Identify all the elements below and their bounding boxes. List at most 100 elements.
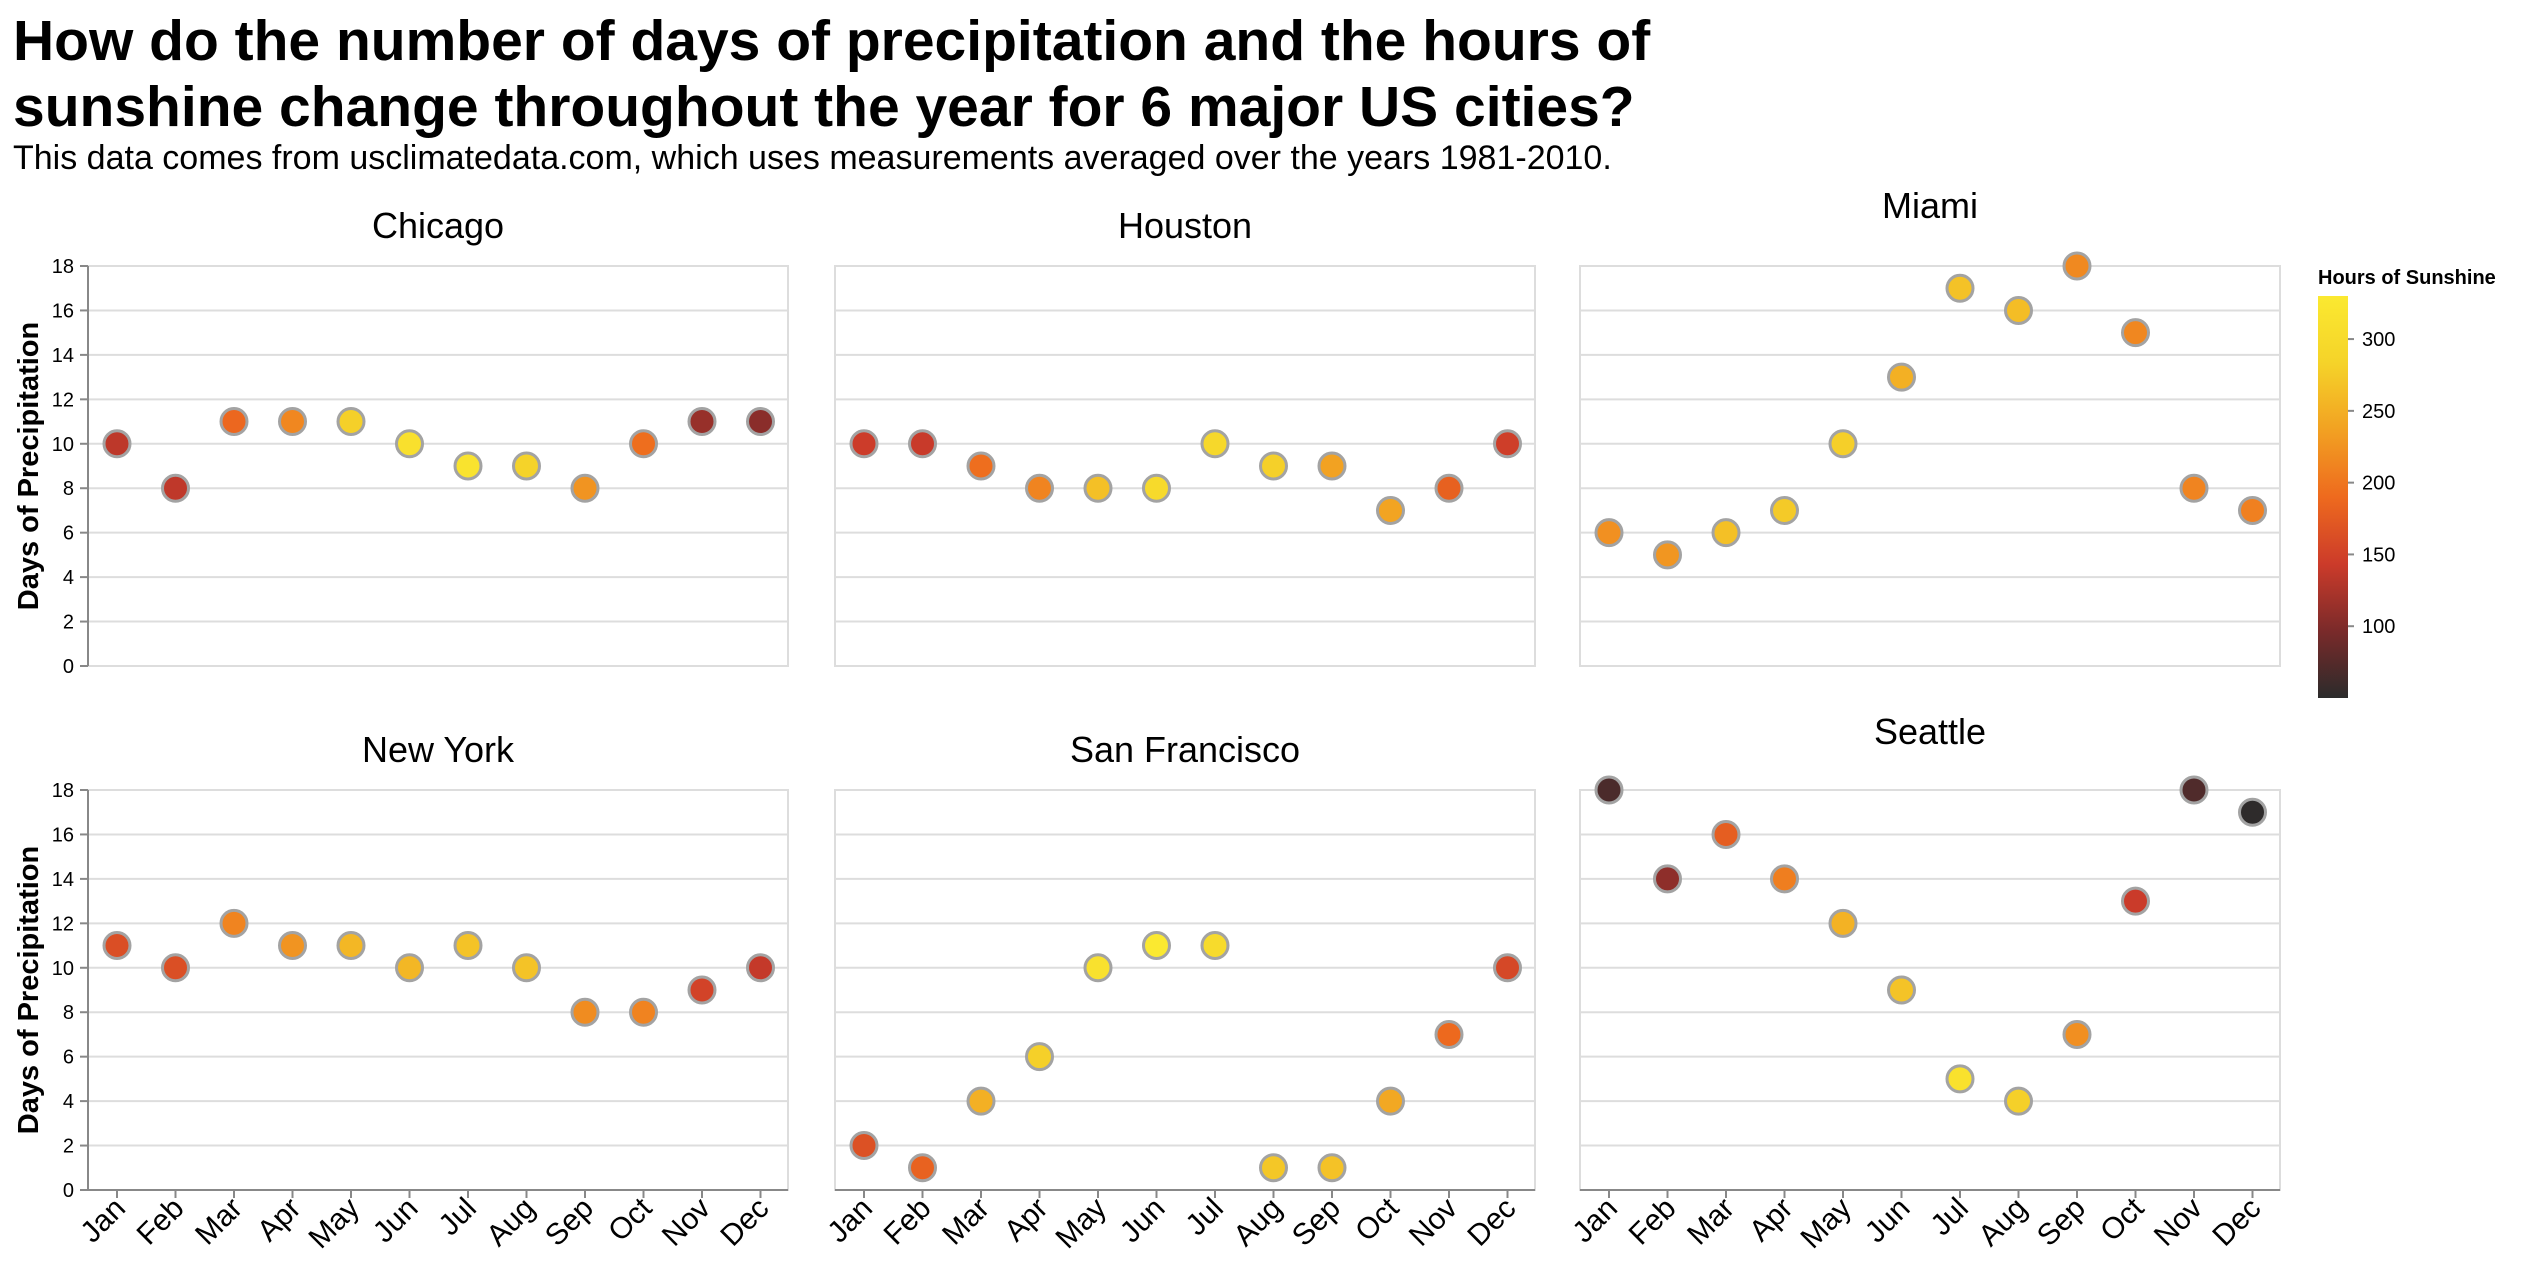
data-point: [2004, 1086, 2033, 1116]
data-point: [1083, 473, 1113, 503]
x-tick-label: Mar: [936, 1192, 996, 1252]
x-tick-label: Mar: [189, 1192, 249, 1252]
data-point: [2062, 251, 2092, 281]
y-axis-title: Days of Precipitation: [13, 846, 45, 1134]
x-tick-label: Oct: [2094, 1191, 2151, 1248]
data-point: [1493, 429, 1522, 459]
x-tick-label: Jul: [1924, 1192, 1974, 1242]
panel-title: Seattle: [1874, 711, 1986, 752]
data-point: [1594, 518, 1624, 548]
panel-frame: [1579, 789, 2281, 1191]
x-tick-label: May: [303, 1192, 366, 1255]
x-tick-label: Feb: [1623, 1192, 1683, 1252]
legend-tick-label: 200: [2362, 473, 2395, 495]
data-point: [1142, 473, 1171, 503]
data-point: [102, 429, 132, 459]
data-point: [1025, 473, 1054, 503]
y-tick-label: 4: [63, 1091, 74, 1113]
x-tick-label: Jan: [821, 1192, 879, 1250]
data-point: [629, 429, 658, 459]
chart-title: How do the number of days of precipitati…: [13, 9, 1651, 139]
panel-frame: [87, 789, 789, 1191]
data-point: [1711, 819, 1741, 849]
x-tick-label: Jan: [1566, 1192, 1624, 1250]
panel-frame: [834, 789, 1536, 1191]
x-tick-label: Apr: [998, 1192, 1054, 1248]
y-tick-label: 2: [63, 612, 74, 634]
data-point: [2179, 473, 2209, 503]
data-point: [966, 451, 996, 481]
data-point: [1259, 1153, 1288, 1183]
x-tick-label: Apr: [251, 1192, 307, 1248]
data-point: [1493, 953, 1522, 983]
x-tick-label: Nov: [2148, 1192, 2209, 1253]
data-point: [1025, 1042, 1054, 1072]
legend-gradient-bar: [2318, 296, 2348, 698]
data-point: [336, 931, 366, 961]
data-point: [395, 953, 424, 983]
data-point: [1770, 864, 1799, 894]
legend-title: Hours of Sunshine: [2318, 267, 2496, 289]
y-tick-label: 14: [52, 869, 74, 891]
x-tick-label: Apr: [1743, 1192, 1799, 1248]
y-tick-label: 16: [52, 824, 74, 846]
data-point: [161, 473, 190, 503]
color-legend: Hours of Sunshine 100 150 200 250 300: [2318, 267, 2496, 698]
x-tick-label: Nov: [1403, 1192, 1464, 1253]
data-point: [1376, 495, 1405, 525]
data-point: [908, 1153, 937, 1183]
data-point: [849, 429, 879, 459]
panel-frame: [1579, 265, 2281, 667]
data-point: [746, 407, 775, 437]
y-axis-title: Days of Precipitation: [13, 322, 45, 610]
data-point: [336, 407, 366, 437]
data-point: [278, 407, 307, 437]
x-tick-label: Jul: [1179, 1192, 1229, 1242]
panel-title: Chicago: [372, 205, 504, 246]
data-point: [2121, 318, 2150, 348]
data-point: [1376, 1086, 1405, 1116]
data-point: [1711, 518, 1741, 548]
data-point: [570, 997, 600, 1027]
data-point: [219, 908, 249, 938]
data-point: [1142, 931, 1171, 961]
data-point: [512, 451, 541, 481]
data-point: [1083, 953, 1113, 983]
x-tick-label: Jun: [367, 1192, 425, 1250]
y-tick-label: 18: [52, 256, 74, 278]
data-point: [1828, 429, 1858, 459]
legend-tick-label: 250: [2362, 401, 2395, 423]
y-tick-label: 10: [52, 434, 74, 456]
y-tick-label: 14: [52, 345, 74, 367]
data-point: [1945, 273, 1975, 303]
x-tick-label: Dec: [2206, 1192, 2267, 1253]
y-tick-label: 0: [63, 1180, 74, 1202]
data-point: [1317, 451, 1347, 481]
x-tick-label: Aug: [480, 1192, 541, 1253]
data-point: [2238, 797, 2267, 827]
x-tick-label: Feb: [131, 1192, 191, 1252]
y-tick-label: 12: [52, 913, 74, 935]
x-tick-label: Aug: [1227, 1192, 1288, 1253]
data-point: [629, 997, 658, 1027]
x-tick-label: Sep: [539, 1192, 600, 1253]
data-point: [908, 429, 937, 459]
legend-tick-label: 150: [2362, 544, 2395, 566]
data-point: [1259, 451, 1288, 481]
panel-chicago: 0 2 4 6 8 10 12 14 16 18 Days of Precipitation Chic…: [13, 205, 789, 678]
data-point: [1945, 1064, 1975, 1094]
data-point: [453, 931, 483, 961]
panel-title: San Francisco: [1070, 729, 1300, 770]
y-tick-label: 8: [63, 478, 74, 500]
data-point: [1653, 864, 1682, 894]
panel-title: Houston: [1118, 205, 1252, 246]
data-point: [1887, 975, 1916, 1005]
data-point: [219, 407, 249, 437]
legend-tick-label: 100: [2362, 616, 2395, 638]
data-point: [453, 451, 483, 481]
chart-subtitle: This data comes from usclimatedata.com, …: [13, 139, 1612, 177]
data-point: [161, 953, 190, 983]
data-point: [512, 953, 541, 983]
y-tick-label: 2: [63, 1136, 74, 1158]
